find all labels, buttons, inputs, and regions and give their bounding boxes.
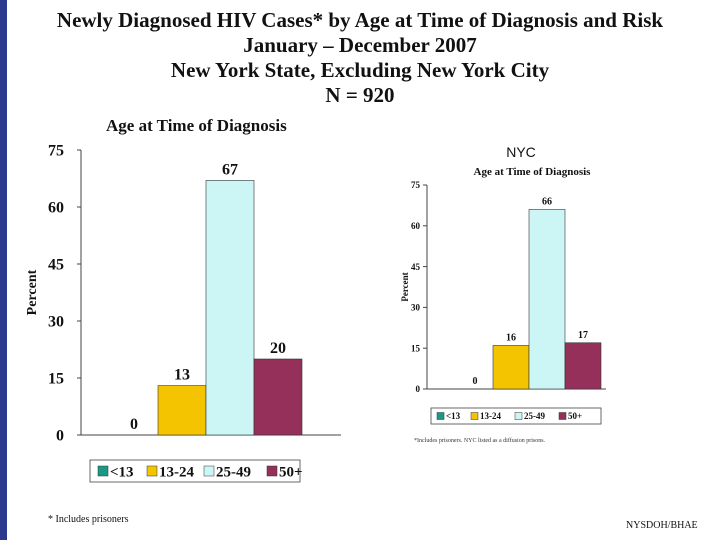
main-y-axis-label: Percent [25,269,40,315]
footnote: * Includes prisoners [48,514,129,525]
main-legend-label-0: <13 [110,464,134,480]
main-data-label-2: 67 [222,161,238,178]
nyc-data-label-3: 17 [578,330,588,341]
nyc-chart-title: Age at Time of Diagnosis [474,166,592,178]
nyc-y-tick-label: 45 [411,262,421,272]
nyc-legend-swatch-0 [436,412,445,420]
nyc-legend-swatch-1 [470,412,479,420]
nyc-data-label-0: 0 [473,376,478,387]
slide-accent-bar [0,0,7,540]
main-legend-swatch-2 [203,465,215,477]
title-line-4: N = 920 [325,83,395,107]
main-data-label-0: 0 [130,416,138,433]
main-y-tick-label: 15 [48,371,64,388]
main-data-label-3: 20 [270,340,286,357]
title-line-1: Newly Diagnosed HIV Cases* by Age at Tim… [56,8,664,32]
nyc-y-axis-label: Percent [400,272,410,301]
nyc-legend-label-2: 25-49 [524,411,545,421]
source-footer: NYSDOH/BHAE [626,520,698,531]
nyc-legend-swatch-3 [558,412,567,420]
main-legend-label-3: 50+ [279,464,303,480]
nyc-bar-3 [564,342,602,390]
nyc-bar-2 [528,209,566,390]
nyc-data-label-1: 16 [506,332,516,343]
nyc-data-label-2: 66 [542,196,552,207]
slide-title: Newly Diagnosed HIV Cases* by Age at Tim… [20,8,700,108]
nyc-chart-footnote: *Includes prisoners. NYC listed as a dif… [414,437,546,444]
main-bar-2 [205,180,255,436]
main-bar-1 [157,385,207,436]
main-legend-swatch-3 [266,465,278,477]
nyc-legend-swatch-2 [514,412,523,420]
title-line-2: January – December 2007 [243,33,477,57]
nyc-y-tick-label: 30 [411,303,421,313]
main-legend-box [89,459,301,483]
title-line-3: New York State, Excluding New York City [170,58,550,82]
nyc-chart-label: NYC [506,144,536,160]
nyc-legend-label-3: 50+ [568,411,582,421]
main-y-tick-label: 30 [48,314,64,331]
main-legend-label-1: 13-24 [159,464,194,480]
main-legend-label-2: 25-49 [216,464,251,480]
main-data-label-1: 13 [174,367,190,384]
nyc-bar-1 [492,345,530,390]
nyc-y-tick-label: 75 [411,180,421,190]
nyc-y-tick-label: 15 [411,343,421,353]
nyc-y-tick-label: 60 [411,221,421,231]
main-y-tick-label: 60 [48,200,64,217]
main-legend-swatch-0 [97,465,109,477]
nyc-legend-label-1: 13-24 [480,411,501,421]
nyc-legend-label-0: <13 [446,411,461,421]
main-y-tick-label: 45 [48,257,64,274]
main-y-tick-label: 75 [48,143,64,160]
main-chart-title: Age at Time of Diagnosis [106,116,287,135]
main-legend-swatch-1 [146,465,158,477]
main-y-tick-label: 0 [56,428,64,445]
nyc-y-tick-label: 0 [416,384,421,394]
main-bar-3 [253,358,303,436]
